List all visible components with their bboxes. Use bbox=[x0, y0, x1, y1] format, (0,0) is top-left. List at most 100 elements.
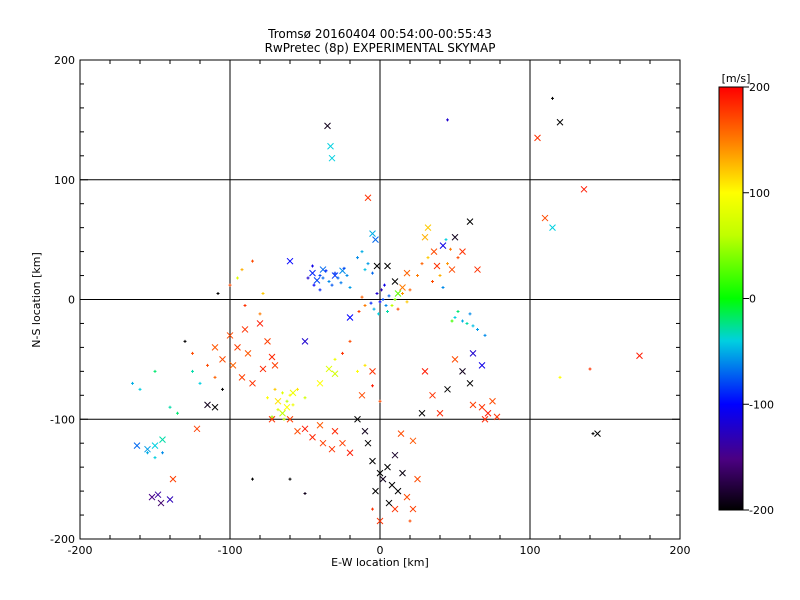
plus-marker-point bbox=[318, 274, 322, 278]
plus-marker-point bbox=[401, 292, 404, 296]
x-marker-point bbox=[309, 269, 316, 277]
plus-marker-point bbox=[183, 339, 187, 343]
plus-marker-point bbox=[396, 307, 400, 311]
x-marker-point bbox=[354, 415, 361, 423]
plus-marker-point bbox=[258, 312, 262, 316]
x-marker-point bbox=[238, 373, 246, 381]
plus-marker-point bbox=[240, 268, 244, 272]
x-marker-point bbox=[466, 218, 474, 226]
plus-marker-point bbox=[461, 319, 464, 323]
x-marker-point bbox=[268, 353, 276, 361]
x-marker-point bbox=[469, 350, 477, 357]
plus-marker-point bbox=[221, 387, 224, 391]
plus-marker-point bbox=[465, 321, 469, 325]
x-marker-point bbox=[394, 290, 402, 297]
x-marker-point bbox=[219, 356, 226, 363]
y-tick-label: 0 bbox=[68, 294, 75, 307]
plus-marker-point bbox=[191, 369, 194, 373]
plus-marker-point bbox=[408, 519, 412, 523]
plus-marker-point bbox=[441, 286, 445, 290]
data-points bbox=[131, 96, 643, 525]
plus-marker-point bbox=[372, 307, 376, 311]
x-tick-label: 0 bbox=[377, 544, 384, 557]
plus-marker-point bbox=[369, 301, 373, 305]
x-marker-point bbox=[328, 154, 336, 162]
x-marker-point bbox=[286, 415, 294, 423]
plus-marker-point bbox=[450, 319, 454, 323]
x-marker-point bbox=[364, 194, 372, 202]
plus-marker-point bbox=[381, 298, 385, 301]
plus-marker-point bbox=[558, 375, 562, 379]
x-marker-point bbox=[534, 134, 541, 142]
plus-marker-point bbox=[357, 309, 361, 313]
x-marker-point bbox=[384, 262, 391, 270]
x-marker-point bbox=[346, 314, 354, 321]
x-marker-point bbox=[391, 451, 399, 459]
x-marker-point bbox=[429, 391, 436, 399]
colorbar-label: [m/s] bbox=[722, 72, 751, 85]
plus-marker-point bbox=[318, 288, 322, 292]
plus-marker-point bbox=[303, 491, 307, 495]
x-marker-point bbox=[372, 236, 379, 243]
plus-marker-point bbox=[153, 369, 157, 373]
plus-marker-point bbox=[416, 274, 419, 278]
plus-marker-point bbox=[321, 276, 325, 280]
x-marker-point bbox=[376, 469, 384, 477]
grid-lines bbox=[80, 60, 680, 539]
plus-marker-point bbox=[176, 411, 179, 415]
x-marker-point bbox=[478, 403, 486, 411]
x-marker-point bbox=[478, 362, 486, 369]
x-marker-point bbox=[264, 338, 271, 345]
x-marker-point bbox=[369, 367, 376, 375]
colorbar-ticks: 200 100 0 -100 -200 bbox=[743, 81, 774, 517]
plus-marker-point bbox=[266, 396, 269, 400]
x-marker-point bbox=[283, 403, 291, 411]
x-marker-point bbox=[489, 397, 496, 405]
plus-marker-point bbox=[138, 387, 142, 391]
x-marker-point bbox=[369, 230, 376, 237]
plus-marker-point bbox=[282, 417, 286, 421]
plus-marker-point bbox=[191, 351, 194, 355]
plus-marker-point bbox=[405, 300, 409, 304]
x-marker-point bbox=[249, 379, 256, 387]
plus-marker-point bbox=[216, 292, 220, 296]
plus-marker-point bbox=[161, 451, 164, 455]
plus-marker-point bbox=[296, 387, 299, 391]
x-marker-point bbox=[259, 365, 267, 373]
plus-marker-point bbox=[363, 268, 367, 272]
plus-marker-point bbox=[333, 357, 337, 361]
plus-marker-point bbox=[131, 381, 134, 385]
plus-marker-point bbox=[341, 351, 344, 355]
plus-marker-point bbox=[390, 303, 394, 307]
plus-marker-point bbox=[356, 369, 359, 373]
colorbar-tick-label: 200 bbox=[749, 81, 770, 94]
x-marker-point bbox=[226, 332, 234, 339]
x-marker-point bbox=[169, 475, 177, 483]
plus-marker-point bbox=[336, 276, 340, 280]
x-marker-point bbox=[384, 463, 391, 471]
plus-marker-point bbox=[468, 312, 472, 316]
x-marker-point bbox=[421, 367, 429, 375]
plus-marker-point bbox=[384, 303, 388, 307]
x-marker-point bbox=[372, 487, 379, 495]
x-marker-point bbox=[399, 284, 406, 291]
x-tick-label: 100 bbox=[520, 544, 541, 557]
plus-marker-point bbox=[251, 259, 254, 263]
plus-marker-point bbox=[288, 393, 292, 397]
plus-marker-point bbox=[360, 250, 364, 254]
plus-marker-point bbox=[476, 327, 479, 331]
plus-marker-point bbox=[371, 271, 374, 275]
x-marker-point bbox=[229, 362, 237, 369]
x-marker-point bbox=[436, 409, 444, 417]
plus-marker-point bbox=[146, 451, 149, 455]
plus-marker-point bbox=[291, 403, 295, 407]
plus-marker-point bbox=[426, 256, 430, 260]
plus-marker-point bbox=[483, 333, 487, 337]
plus-marker-point bbox=[446, 118, 449, 122]
x-marker-point bbox=[193, 425, 201, 433]
plus-marker-point bbox=[371, 507, 374, 511]
plus-marker-point bbox=[378, 399, 382, 403]
plus-marker-point bbox=[363, 363, 367, 367]
plus-marker-point bbox=[330, 283, 334, 287]
x-marker-point bbox=[388, 481, 396, 489]
